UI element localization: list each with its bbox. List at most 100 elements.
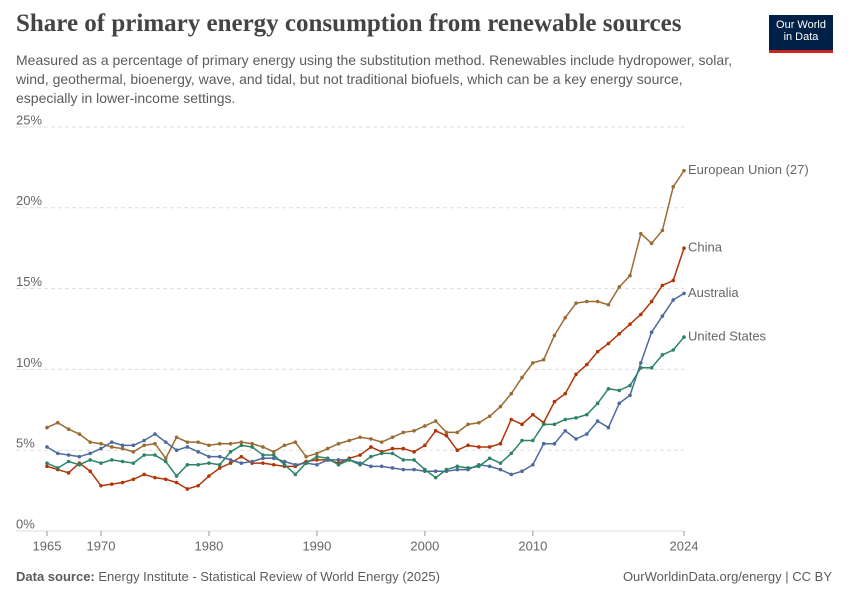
data-point: [163, 459, 168, 464]
data-point: [628, 393, 632, 398]
data-point: [487, 464, 492, 469]
data-point: [455, 430, 460, 435]
data-point: [660, 228, 665, 233]
data-point: [390, 451, 395, 456]
series-label: United States: [688, 329, 767, 344]
data-point: [228, 450, 233, 454]
logo[interactable]: Our World in Data: [769, 15, 833, 53]
data-point: [455, 467, 460, 472]
data-point: [617, 401, 622, 406]
data-point: [131, 450, 136, 454]
data-point: [671, 278, 676, 283]
data-point: [649, 365, 654, 370]
data-point: [606, 425, 611, 430]
data-point: [520, 438, 524, 443]
data-point: [574, 437, 578, 441]
data-point: [401, 458, 406, 462]
data-point: [325, 446, 330, 451]
data-point: [466, 443, 470, 448]
source-label: Data source:: [16, 569, 95, 584]
data-point: [185, 440, 190, 444]
data-point: [66, 459, 71, 464]
data-point: [574, 372, 578, 377]
data-point: [433, 475, 438, 480]
data-point: [228, 458, 233, 462]
data-point: [671, 348, 676, 352]
logo-line: in Data: [783, 31, 819, 43]
data-point: [660, 353, 665, 357]
data-point: [369, 454, 373, 459]
data-point: [261, 456, 265, 461]
data-point: [120, 446, 125, 451]
data-point: [595, 349, 600, 354]
subtitle: Measured as a percentage of primary ener…: [16, 52, 732, 106]
data-point: [358, 435, 362, 440]
data-point: [358, 453, 362, 457]
data-point: [250, 441, 254, 446]
data-point: [595, 299, 600, 304]
data-point: [390, 446, 395, 451]
data-point: [433, 429, 438, 433]
data-point: [585, 299, 589, 304]
data-point: [649, 299, 654, 304]
data-point: [282, 459, 287, 464]
data-point: [595, 401, 600, 406]
data-point: [77, 462, 82, 467]
data-point: [552, 422, 557, 427]
data-point: [315, 462, 319, 467]
data-point: [509, 472, 514, 477]
data-point: [541, 422, 546, 427]
data-point: [293, 472, 298, 477]
data-point: [639, 365, 643, 370]
series-line: [46, 170, 685, 460]
data-point: [585, 362, 589, 367]
data-point: [99, 461, 103, 465]
data-point: [401, 467, 406, 472]
data-point: [369, 464, 373, 469]
data-point: [639, 231, 643, 236]
data-point: [401, 446, 406, 451]
data-point: [217, 466, 222, 470]
data-point: [617, 285, 622, 289]
data-point: [131, 443, 136, 448]
data-point: [99, 441, 103, 446]
x-tick-label: 2000: [410, 538, 439, 553]
data-point: [498, 404, 503, 409]
data-point: [77, 454, 82, 459]
data-point: [163, 477, 168, 482]
data-point: [336, 462, 341, 467]
data-point: [649, 330, 654, 335]
data-point: [379, 440, 384, 444]
series-line: [46, 247, 685, 490]
data-point: [228, 461, 233, 465]
data-point: [261, 453, 265, 457]
data-point: [498, 441, 503, 446]
data-point: [99, 483, 103, 488]
data-point: [217, 441, 222, 446]
data-point: [498, 461, 503, 465]
data-point: [455, 464, 460, 469]
y-tick-label: 15%: [16, 274, 42, 289]
source-text: Energy Institute - Statistical Review of…: [98, 569, 440, 584]
data-point: [531, 361, 535, 365]
data-point: [498, 467, 503, 472]
data-point: [531, 412, 535, 417]
data-point: [315, 454, 319, 459]
data-point: [77, 432, 82, 436]
data-point: [239, 440, 244, 444]
credit[interactable]: OurWorldinData.org/energy | CC BY: [622, 569, 832, 584]
x-tick-label: 1970: [87, 538, 116, 553]
data-point: [174, 448, 179, 453]
data-point: [271, 453, 276, 457]
data-point: [304, 461, 308, 465]
logo-line: Our World: [776, 19, 826, 31]
data-point: [196, 462, 200, 467]
y-tick-label: 0%: [16, 516, 35, 531]
data-point: [412, 429, 416, 433]
data-point: [660, 314, 665, 318]
data-point: [444, 430, 449, 435]
data-point: [379, 451, 384, 456]
data-point: [293, 440, 298, 444]
